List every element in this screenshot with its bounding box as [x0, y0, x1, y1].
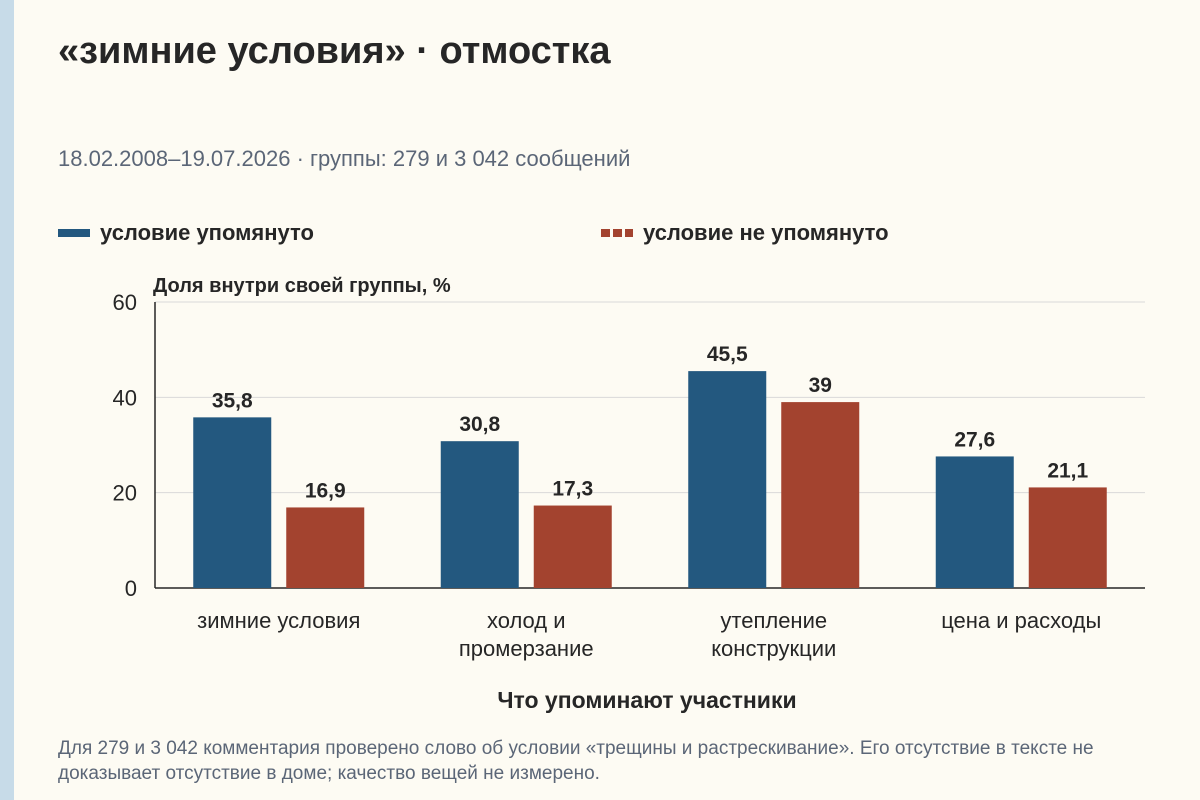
y-tick-label: 60 — [113, 290, 137, 315]
x-tick-label: зимние условия — [197, 608, 360, 633]
y-tick-label: 20 — [113, 481, 137, 506]
data-label: 45,5 — [707, 343, 748, 366]
chart-subtitle: 18.02.2008–19.07.2026 · группы: 279 и 3 … — [58, 146, 631, 171]
bar-mentioned — [688, 371, 767, 588]
legend-swatch-not-mentioned — [601, 229, 633, 237]
bar-not-mentioned — [781, 402, 860, 588]
data-label: 27,6 — [954, 428, 995, 451]
data-label: 35,8 — [212, 389, 253, 412]
bar-not-mentioned — [286, 507, 365, 588]
data-label: 21,1 — [1047, 459, 1088, 482]
bar-not-mentioned — [533, 505, 612, 588]
left-accent-stripe — [0, 0, 14, 800]
footnote: Для 279 и 3 042 комментария проверено сл… — [58, 738, 1094, 784]
y-tick-label: 0 — [125, 576, 137, 601]
x-tick-label: промерзание — [459, 636, 594, 661]
x-tick-label: утепление — [720, 608, 827, 633]
x-tick-label: холод и — [487, 608, 566, 633]
data-label: 16,9 — [305, 479, 346, 502]
y-tick-label: 40 — [113, 385, 137, 410]
legend-label-mentioned: условие упомянуто — [100, 220, 314, 245]
bar-chart: Доля внутри своей группы, % 0 20 40 60 35,8 16… — [113, 275, 1145, 713]
x-axis-title: Что упоминают участники — [497, 687, 796, 713]
legend-item-mentioned: условие упомянуто — [58, 218, 314, 248]
bar-mentioned — [193, 417, 272, 588]
y-axis-title: Доля внутри своей группы, % — [153, 275, 451, 297]
x-tick-label: конструкции — [711, 636, 836, 661]
chart-title: «зимние условия» · отмостка — [58, 30, 611, 72]
legend-item-not-mentioned: условие не упомянуто — [601, 218, 889, 248]
legend-label-not-mentioned: условие не упомянуто — [643, 220, 889, 245]
data-label: 17,3 — [552, 478, 593, 501]
legend-swatch-mentioned — [58, 229, 90, 237]
data-label: 30,8 — [459, 413, 500, 436]
data-label: 39 — [809, 374, 832, 397]
bar-mentioned — [935, 456, 1014, 588]
bar-mentioned — [440, 441, 519, 588]
x-tick-label: цена и расходы — [941, 608, 1101, 633]
bar-not-mentioned — [1028, 487, 1107, 588]
